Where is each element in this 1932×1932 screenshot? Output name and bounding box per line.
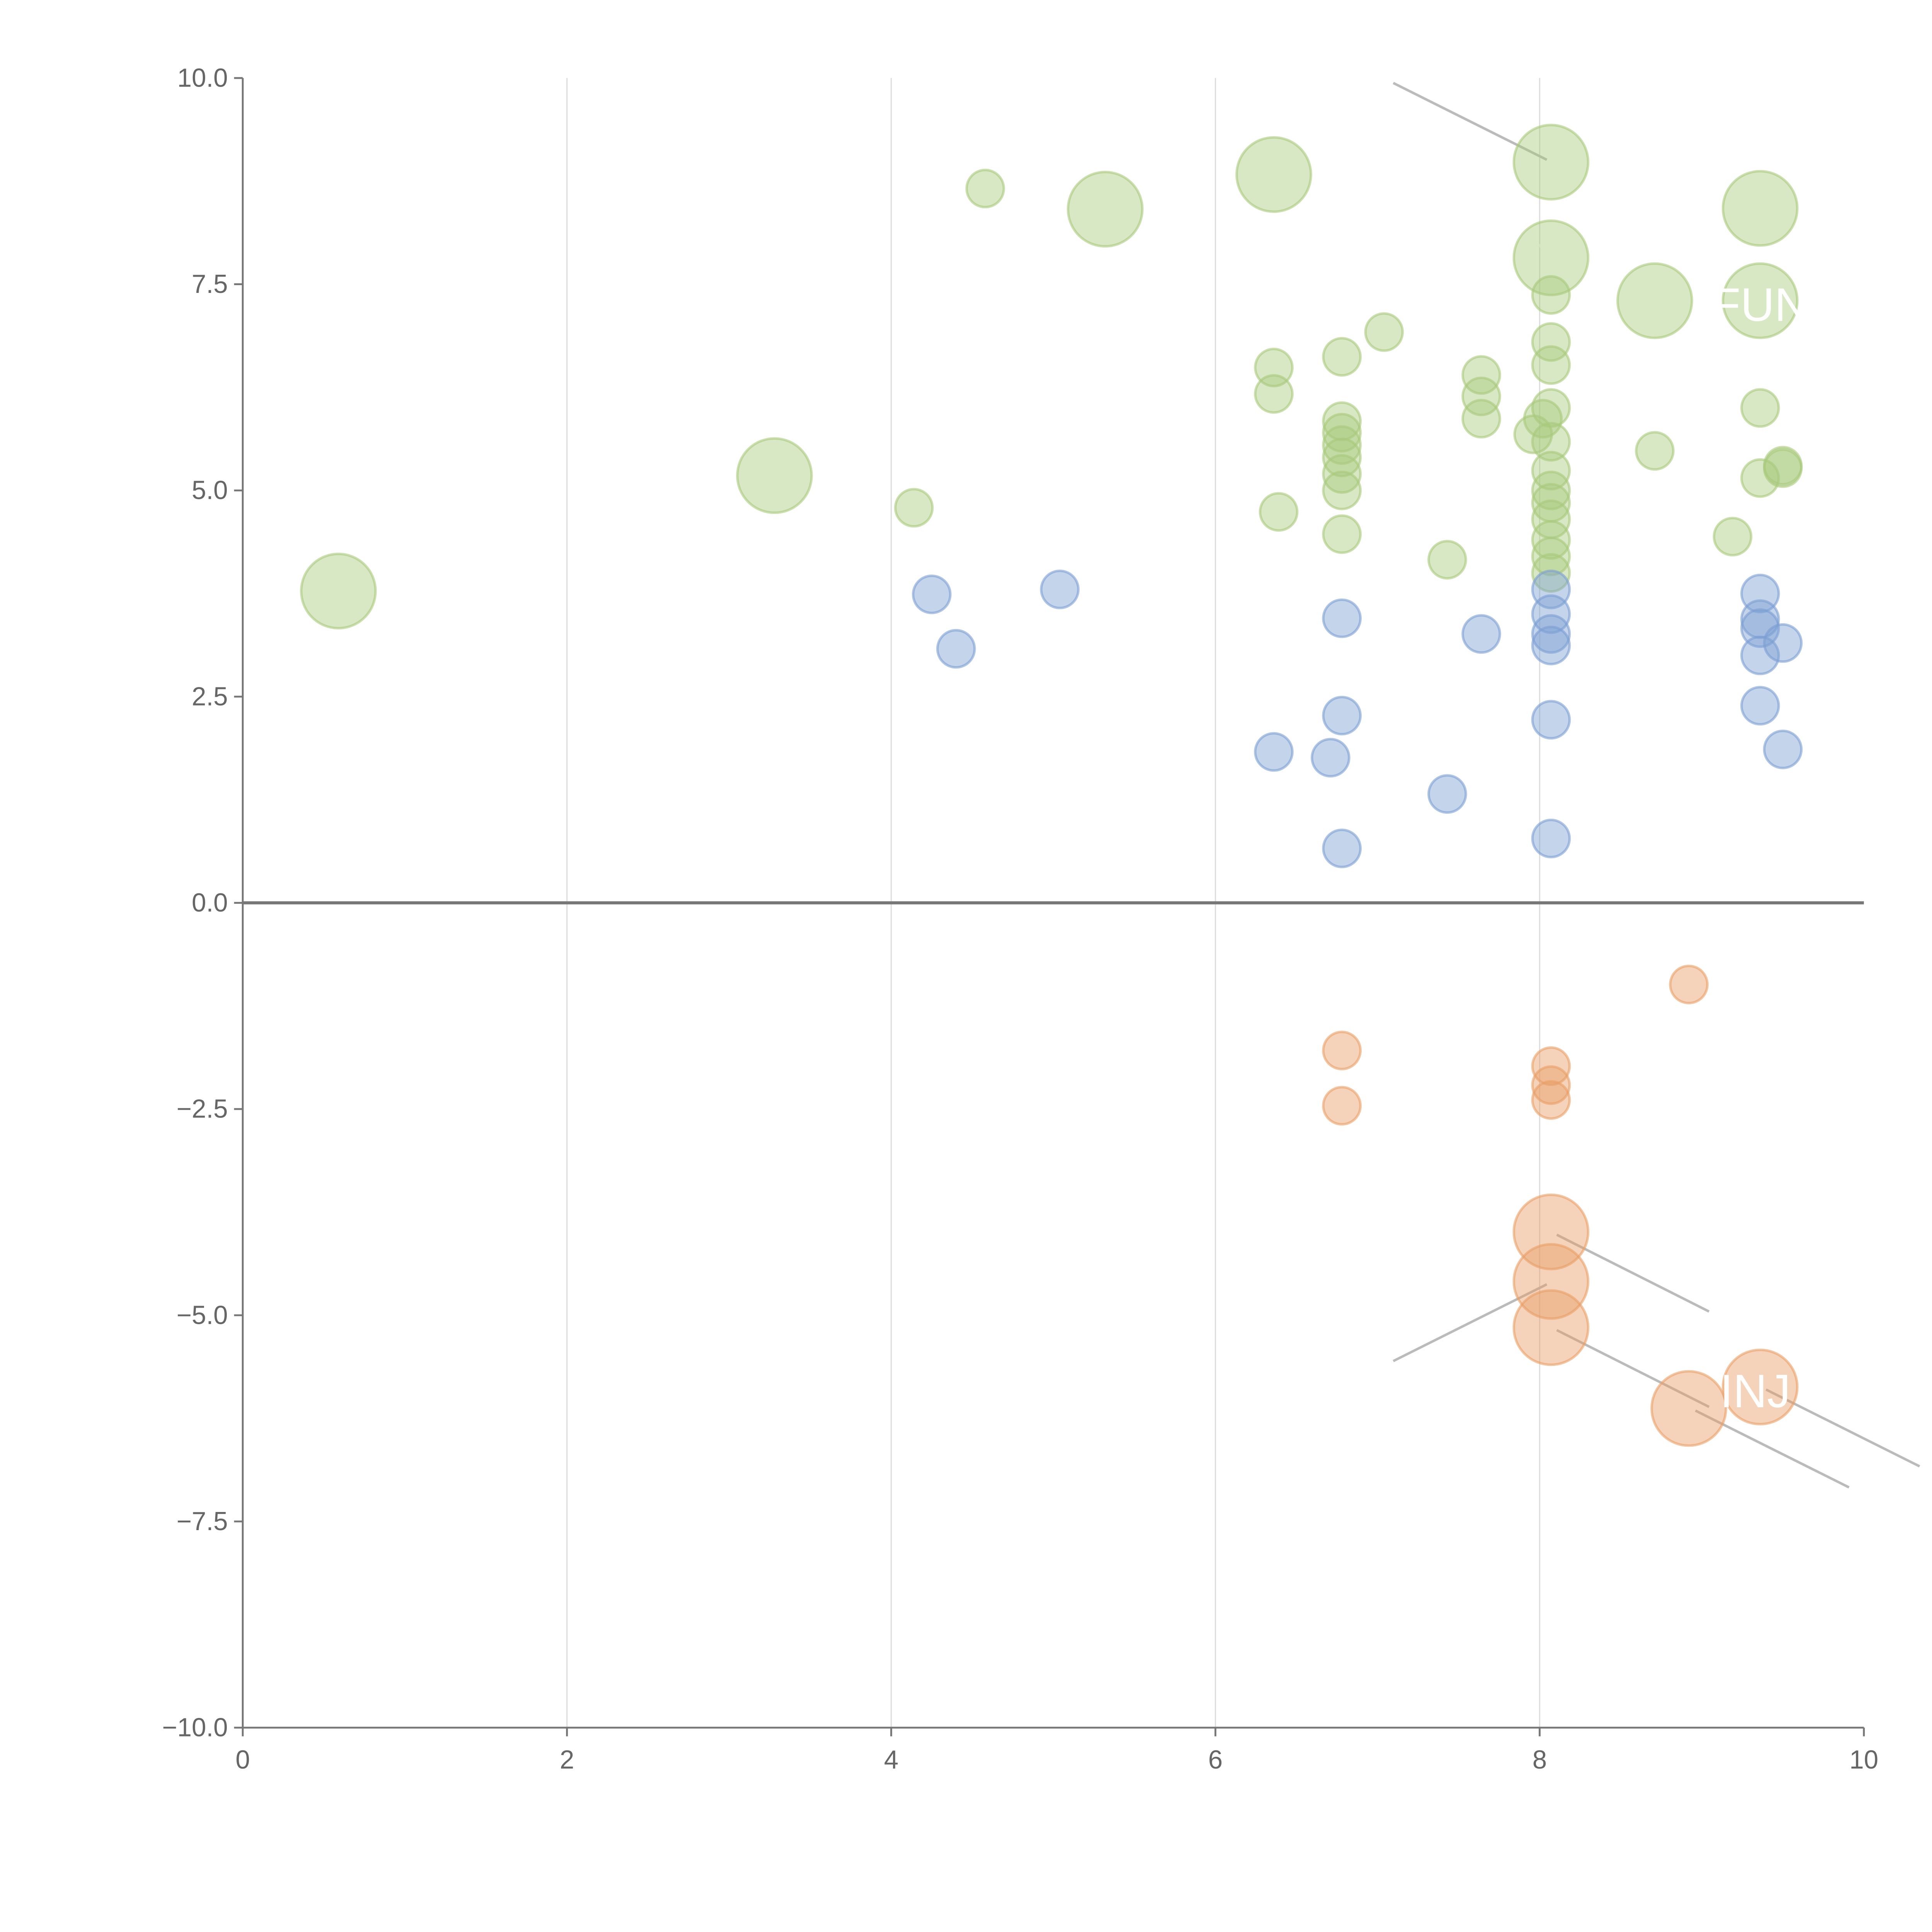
leader-line: [1765, 1388, 1920, 1468]
point-blue: [1322, 696, 1362, 736]
annotations: FUN INJ: [1712, 279, 1808, 1417]
point-blue: [1427, 774, 1467, 814]
point-blue: [1740, 635, 1780, 675]
point-green: [1512, 219, 1590, 296]
point-green: [1531, 520, 1571, 560]
point-green: [1322, 437, 1362, 478]
point-blue: [1763, 730, 1803, 769]
y-tick-label: −5.0: [177, 1301, 228, 1330]
label-line: [1651, 306, 1657, 337]
point-orange: [1322, 1086, 1362, 1126]
label-line: [978, 176, 1103, 208]
point-blue: [1740, 686, 1780, 726]
label-line: [1746, 177, 1760, 205]
point-green: [1531, 422, 1571, 462]
point-green: [1322, 454, 1362, 494]
point-orange: [1721, 1349, 1799, 1425]
y-tick-label: −10.0: [162, 1713, 228, 1742]
point-green: [1461, 355, 1501, 395]
x-tick-label: 10: [1849, 1745, 1878, 1774]
point-orange: [1531, 1065, 1571, 1105]
point-green: [1740, 388, 1780, 428]
point-orange: [1650, 1370, 1727, 1447]
point-orange: [1512, 1289, 1590, 1366]
point-green: [1259, 492, 1299, 532]
point-green: [1531, 322, 1571, 362]
point-blue: [1040, 570, 1080, 609]
y-tick-label: 5.0: [192, 476, 228, 505]
axes: 0 2 4 6 8 10 10.0 7.5 5.0 2.5 0.0 −2.5 −5.0 −7.5 −10.0: [162, 63, 1878, 1774]
point-green: [1461, 399, 1501, 439]
point-green: [1066, 170, 1144, 248]
point-green: [1322, 470, 1362, 510]
leader-line: [1393, 1283, 1548, 1362]
point-blue: [1531, 614, 1571, 654]
y-tick-label: 7.5: [192, 270, 228, 299]
point-orange: [1531, 1080, 1571, 1120]
point-blue: [1531, 700, 1571, 740]
label-line: [1238, 160, 1269, 176]
y-tick-label: 0.0: [192, 888, 228, 917]
y-tick-label: −7.5: [177, 1507, 228, 1536]
point-green: [1616, 262, 1693, 339]
point-green: [1461, 376, 1501, 417]
point-blue: [1531, 818, 1571, 859]
label-line: [1526, 234, 1549, 254]
point-green: [1427, 540, 1467, 580]
point-green: [1531, 536, 1571, 577]
point-green: [1763, 448, 1803, 488]
point-green: [1322, 337, 1362, 377]
point-blue: [1740, 608, 1780, 648]
leader-line: [1556, 1329, 1710, 1408]
point-green: [736, 437, 813, 514]
point-green: [1531, 470, 1571, 510]
point-blue: [1254, 732, 1294, 772]
point-green: [1635, 431, 1675, 471]
point-green: [965, 168, 1005, 209]
point-blue: [1461, 614, 1501, 654]
point-blue: [1322, 598, 1362, 638]
leader-line: [1695, 1409, 1850, 1489]
point-blue: [1311, 738, 1350, 778]
point-blue: [936, 629, 976, 669]
point-blue: [912, 574, 952, 614]
y-tick-label: 2.5: [192, 682, 228, 711]
data-points: [300, 124, 1803, 1447]
point-blue: [1322, 828, 1362, 868]
y-tick-label: 10.0: [177, 63, 228, 92]
point-green: [1322, 425, 1362, 465]
x-tick-label: 0: [235, 1745, 250, 1774]
point-green: [1531, 345, 1571, 385]
point-green: [1235, 136, 1312, 213]
annotation-label: INJ: [1720, 1365, 1791, 1417]
x-tick-label: 2: [560, 1745, 574, 1774]
x-tick-label: 8: [1532, 1745, 1547, 1774]
point-green: [1713, 517, 1753, 557]
point-green: [1531, 553, 1571, 593]
point-green: [1364, 312, 1404, 352]
x-tick-label: 6: [1208, 1745, 1223, 1774]
point-green: [300, 553, 377, 630]
leader-line: [1556, 1233, 1710, 1313]
y-tick-label: −2.5: [177, 1095, 228, 1124]
point-green: [1740, 458, 1780, 498]
point-green: [1512, 124, 1590, 201]
point-orange: [1512, 1243, 1590, 1320]
point-orange: [1322, 1031, 1362, 1070]
point-blue: [1531, 626, 1571, 665]
annotation-label: FUN: [1712, 279, 1808, 331]
point-blue: [1763, 623, 1803, 663]
leader-lines: [978, 82, 1920, 1489]
point-green: [1322, 514, 1362, 554]
x-tick-label: 4: [884, 1745, 898, 1774]
leader-line: [1393, 82, 1548, 161]
point-orange: [1669, 964, 1709, 1005]
point-green: [894, 488, 934, 528]
point-green: [1254, 374, 1294, 414]
point-green: [1721, 170, 1799, 247]
point-green: [1721, 262, 1799, 339]
